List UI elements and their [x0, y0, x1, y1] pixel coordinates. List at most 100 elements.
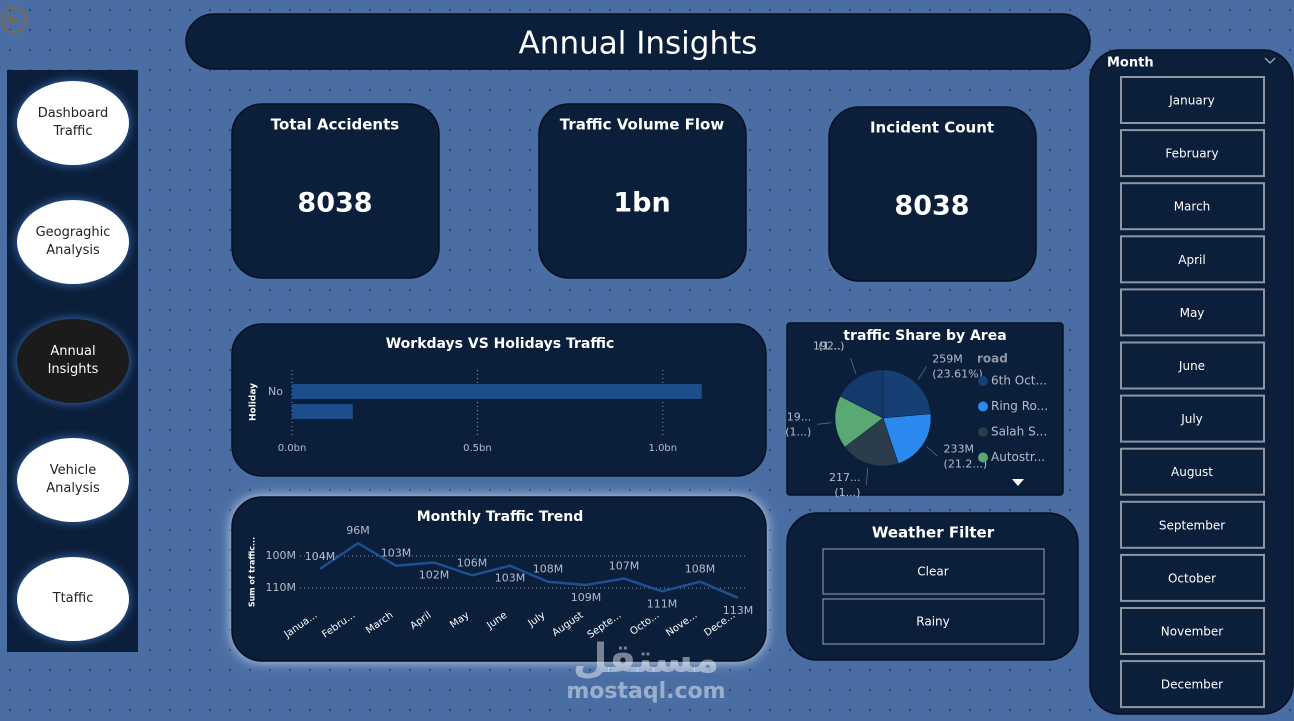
- back-button[interactable]: [1, 7, 27, 33]
- leader-line: [817, 422, 832, 425]
- line-card: [231, 496, 767, 662]
- legend-label: 6th Oct...: [991, 374, 1047, 388]
- slicer-button[interactable]: [1120, 607, 1265, 655]
- slicer-option: August: [1171, 465, 1213, 479]
- legend-scroll[interactable]: [1012, 479, 1024, 486]
- slicer-button[interactable]: [1120, 394, 1265, 443]
- data-label: 109M: [571, 591, 602, 604]
- slicer-button[interactable]: [1120, 235, 1265, 284]
- slicer-option: September: [1159, 518, 1225, 532]
- filter-option: Clear: [917, 565, 948, 579]
- slicer-button[interactable]: [1120, 660, 1265, 709]
- slicer-option: January: [1168, 94, 1215, 108]
- axis-title: Sum of traffic...: [248, 537, 257, 607]
- filter-button[interactable]: [822, 548, 1045, 595]
- slicer-option: June: [1178, 359, 1205, 373]
- kpi-value: 8038: [297, 188, 372, 219]
- nav-button[interactable]: [17, 81, 129, 165]
- bar: [292, 404, 353, 419]
- bar: [292, 384, 702, 399]
- legend-label: Salah S...: [991, 425, 1047, 439]
- nav-button[interactable]: [17, 200, 129, 284]
- kpi-value: 1bn: [613, 188, 670, 219]
- data-label: 103M: [381, 547, 412, 560]
- nav-button[interactable]: [17, 438, 129, 522]
- slicer-option: April: [1178, 253, 1205, 267]
- data-label: 107M: [609, 560, 640, 573]
- slicer-button[interactable]: [1120, 129, 1265, 178]
- legend-label: Autostr...: [991, 450, 1045, 464]
- data-label: 96M: [346, 524, 370, 537]
- chart-title: traffic Share by Area: [843, 328, 1006, 344]
- y-tick-label: 110M: [266, 581, 297, 594]
- data-label: (1...): [818, 339, 844, 352]
- filter-title: Weather Filter: [872, 524, 995, 542]
- slicer-option: March: [1174, 200, 1211, 214]
- slicer-button[interactable]: [1120, 288, 1265, 337]
- filter-button[interactable]: [822, 598, 1045, 645]
- nav-label-box: Geograghic Analysis: [35, 225, 111, 258]
- data-label: (21.2...): [944, 457, 988, 470]
- data-label: 233M: [944, 442, 975, 455]
- slicer-option: November: [1161, 625, 1223, 639]
- slicer-option: May: [1180, 306, 1205, 320]
- data-label: 113M: [723, 604, 754, 617]
- back-arrow: [6, 14, 20, 26]
- legend-title: road: [977, 352, 1008, 366]
- data-label: 259M: [932, 352, 963, 365]
- nav-label: Vehicle Analysis: [46, 463, 100, 496]
- slicer-option: February: [1165, 147, 1218, 161]
- nav-button[interactable]: [17, 319, 129, 403]
- pie-slice: [882, 369, 932, 419]
- chart-title: Monthly Traffic Trend: [417, 509, 584, 525]
- data-label: 217...: [829, 471, 861, 484]
- pie-slice: [844, 417, 899, 467]
- leader-line: [926, 446, 938, 457]
- pie-slice: [834, 395, 884, 448]
- data-label: 103M: [495, 572, 526, 585]
- filter-option: Rainy: [916, 615, 949, 629]
- data-label: 19...: [787, 410, 812, 423]
- line: [319, 541, 739, 599]
- data-label: 108M: [533, 563, 564, 576]
- nav-label-box: Ttaffic: [52, 591, 94, 606]
- nav-button[interactable]: [17, 557, 129, 641]
- slicer-option: December: [1161, 678, 1223, 692]
- nav-label: Geograghic Analysis: [35, 225, 111, 258]
- watermark: mostaql.com: [566, 679, 725, 704]
- legend-swatch: [978, 401, 988, 412]
- x-tick-label: 0.5bn: [463, 443, 492, 454]
- x-tick-label: 1.0bn: [649, 443, 678, 454]
- kpi-card: [828, 106, 1037, 282]
- kpi-value: 8038: [894, 191, 969, 222]
- data-label: (23.61%): [932, 367, 983, 380]
- watermark: مستقل: [573, 636, 719, 682]
- data-label: 104M: [305, 550, 336, 563]
- slicer-button[interactable]: [1120, 182, 1265, 231]
- slicer-button[interactable]: [1120, 76, 1265, 124]
- nav-label: Ttaffic: [52, 591, 94, 606]
- header: [185, 13, 1091, 70]
- nav-label: Annual Insights: [47, 344, 99, 377]
- kpi-title: Total Accidents: [271, 116, 399, 134]
- leader-line: [866, 467, 869, 485]
- data-label: 108M: [685, 563, 716, 576]
- slicer-option: July: [1180, 412, 1203, 426]
- kpi-title: Traffic Volume Flow: [560, 116, 725, 134]
- data-label: 192...: [813, 339, 845, 352]
- legend-swatch: [978, 427, 988, 437]
- axis-title: Holiday: [249, 383, 259, 421]
- slicer-button[interactable]: [1120, 553, 1265, 602]
- slicer-button[interactable]: [1120, 500, 1265, 549]
- slicer-button[interactable]: [1120, 341, 1265, 390]
- slicer-chevron[interactable]: [1264, 57, 1276, 64]
- data-label: 106M: [457, 556, 488, 569]
- pie-slice: [882, 413, 932, 464]
- leader-line: [917, 366, 927, 380]
- data-label: (1...): [834, 486, 860, 499]
- slicer-button[interactable]: [1120, 447, 1265, 496]
- leader-line: [850, 358, 857, 374]
- pie-slice: [839, 369, 884, 419]
- y-tick-label: No: [268, 385, 283, 398]
